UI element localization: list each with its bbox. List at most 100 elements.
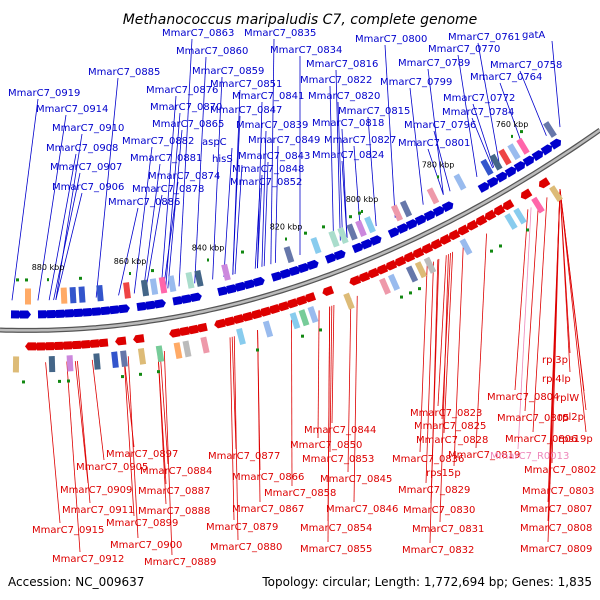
feature-block (24, 288, 32, 305)
reverse-callout-line (159, 351, 169, 465)
forward-callout-line (37, 114, 67, 301)
forward-gene-label: MmarC7_0919 (8, 88, 80, 99)
forward-gene-arrow (477, 182, 490, 193)
reverse-gene-arrow (259, 306, 271, 317)
gc-marker (157, 370, 160, 374)
reverse-gene-label: MmarC7_0912 (52, 554, 124, 565)
forward-callout-line (178, 38, 193, 287)
forward-gene-arrow (253, 276, 265, 287)
forward-gene-label: MmarC7_0834 (270, 45, 342, 56)
tick-mark (47, 278, 49, 282)
reverse-gene-label: MmarC7_0880 (210, 542, 282, 553)
feature-block (453, 173, 467, 191)
tick-label: 800 kbp (346, 195, 379, 204)
forward-callout-line (145, 194, 163, 292)
forward-callout-line (329, 85, 334, 244)
reverse-callout-line (437, 255, 447, 407)
reverse-gene-label: MmarC7_0897 (106, 449, 178, 460)
reverse-callout-line (559, 188, 587, 433)
feature-block (262, 320, 274, 338)
forward-gene-arrow (387, 227, 400, 238)
topology-summary: Topology: circular; Length: 1,772,694 bp… (261, 575, 592, 589)
reverse-gene-arrow (349, 275, 362, 286)
feature-block (504, 213, 518, 230)
forward-gene-arrow (73, 308, 85, 318)
forward-gene-label: MmarC7_0843 (238, 151, 310, 162)
forward-gene-label: MmarC7_0874 (148, 171, 220, 182)
feature-block (387, 273, 401, 291)
gc-marker (151, 269, 154, 273)
reverse-gene-label: rpl4lp (542, 374, 571, 385)
reverse-gene-label: rpl3p (542, 355, 568, 366)
reverse-gene-label: MmarC7_0911 (62, 505, 134, 516)
forward-gene-arrow (55, 309, 67, 319)
reverse-callout-line (475, 233, 487, 449)
forward-gene-label: MmarC7_0907 (50, 162, 122, 173)
forward-gene-label: MmarC7_0865 (152, 119, 224, 130)
forward-callout-line (223, 147, 233, 277)
feature-block (48, 356, 56, 373)
forward-gene-arrow (522, 155, 535, 167)
feature-block (498, 148, 512, 166)
reverse-gene-arrow (394, 255, 407, 267)
gc-marker (526, 228, 529, 232)
tick-mark (511, 134, 513, 138)
feature-block (531, 196, 545, 214)
reverse-gene-label: MmarC7_0830 (403, 505, 475, 516)
forward-gene-label: MmarC7_0796 (404, 120, 476, 131)
reverse-callout-line (559, 189, 571, 373)
forward-gene-arrow (504, 166, 517, 178)
tick-mark (129, 272, 131, 276)
forward-callout-line (353, 145, 361, 233)
forward-gene-label: MmarC7_0849 (248, 135, 320, 146)
reverse-gene-arrow (466, 219, 479, 231)
reverse-gene-arrow (358, 271, 371, 283)
feature-block (221, 263, 231, 281)
reverse-gene-label: MmarC7_0853 (302, 454, 374, 465)
reverse-gene-arrow (538, 177, 551, 189)
forward-gene-arrow (297, 262, 310, 274)
feature-block (459, 238, 473, 256)
reverse-gene-arrow (223, 316, 235, 327)
forward-gene-arrow (351, 242, 364, 254)
forward-gene-label: MmarC7_0764 (470, 72, 542, 83)
feature-block (480, 158, 494, 176)
feature-block (140, 279, 150, 297)
feature-block (182, 340, 192, 358)
gc-marker (400, 295, 403, 299)
reverse-gene-label: MmarC7_0867 (232, 504, 304, 515)
forward-gene-arrow (19, 310, 31, 319)
forward-callout-line (234, 164, 243, 275)
feature-block (346, 223, 358, 241)
reverse-gene-arrow (502, 199, 515, 211)
forward-gene-arrow (172, 296, 184, 306)
tick-mark (437, 175, 439, 179)
reverse-callout-line (524, 202, 539, 412)
forward-gene-arrow (513, 161, 526, 173)
forward-gene-label: MmarC7_0870 (150, 102, 222, 113)
reverse-callout-line (439, 254, 449, 523)
forward-gene-label: aspC (202, 137, 227, 148)
reverse-gene-label: MmarC7_0832 (402, 545, 474, 556)
gc-marker (490, 249, 493, 253)
forward-gene-arrow (37, 310, 49, 319)
feature-block (289, 312, 301, 330)
forward-callout-line (341, 160, 348, 238)
reverse-gene-label: MmarC7_0836 (392, 454, 464, 465)
tick-label: 840 kbp (192, 243, 225, 252)
feature-block (137, 348, 147, 365)
forward-gene-label: MmarC7_0835 (244, 28, 316, 39)
feature-block (120, 350, 128, 367)
forward-gene-label: MmarC7_0878 (132, 184, 204, 195)
feature-block (283, 246, 295, 264)
forward-callout-line (53, 172, 81, 301)
forward-callout-line (55, 192, 83, 301)
forward-gene-label: MmarC7_0859 (192, 66, 264, 77)
forward-gene-label: MmarC7_0881 (130, 153, 202, 164)
reverse-gene-arrow (196, 322, 208, 333)
reverse-callout-line (233, 336, 239, 541)
forward-callout-line (270, 38, 275, 265)
reverse-callout-line (317, 310, 320, 439)
tick-mark (361, 209, 363, 213)
reverse-gene-label: MmarC7_0808 (520, 523, 592, 534)
